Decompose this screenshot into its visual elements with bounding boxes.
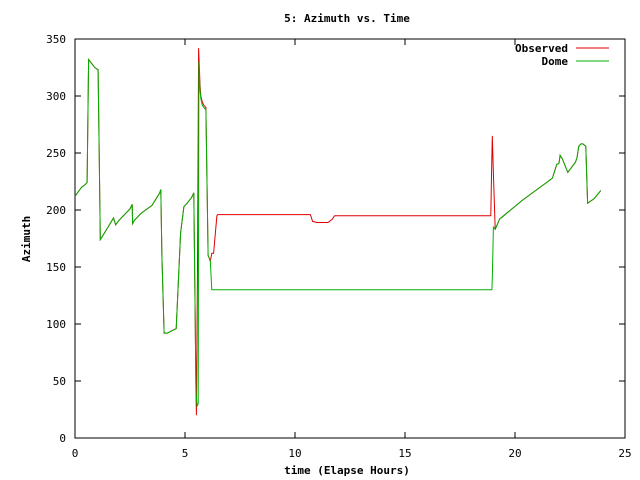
chart-title: 5: Azimuth vs. Time bbox=[284, 12, 410, 25]
y-tick-label: 150 bbox=[46, 261, 66, 274]
y-tick-label: 350 bbox=[46, 33, 66, 46]
y-tick-label: 0 bbox=[59, 432, 66, 445]
y-tick-label: 300 bbox=[46, 90, 66, 103]
y-axis-label: Azimuth bbox=[20, 216, 33, 262]
series-lines bbox=[74, 48, 602, 416]
x-tick-label: 0 bbox=[72, 447, 79, 460]
y-tick-label: 250 bbox=[46, 147, 66, 160]
legend-label-dome: Dome bbox=[542, 55, 569, 68]
series-line-dome bbox=[74, 58, 602, 408]
y-tick-label: 100 bbox=[46, 318, 66, 331]
y-tick-label: 50 bbox=[53, 375, 66, 388]
x-tick-label: 5 bbox=[182, 447, 189, 460]
x-axis-label: time (Elapse Hours) bbox=[284, 464, 410, 477]
x-tick-label: 25 bbox=[618, 447, 631, 460]
x-tick-label: 20 bbox=[508, 447, 521, 460]
plot-area-frame bbox=[74, 38, 626, 439]
x-tick-label: 10 bbox=[288, 447, 301, 460]
y-tick-label: 200 bbox=[46, 204, 66, 217]
series-line-observed bbox=[74, 48, 602, 416]
legend-label-observed: Observed bbox=[515, 42, 568, 55]
x-tick-label: 15 bbox=[398, 447, 411, 460]
